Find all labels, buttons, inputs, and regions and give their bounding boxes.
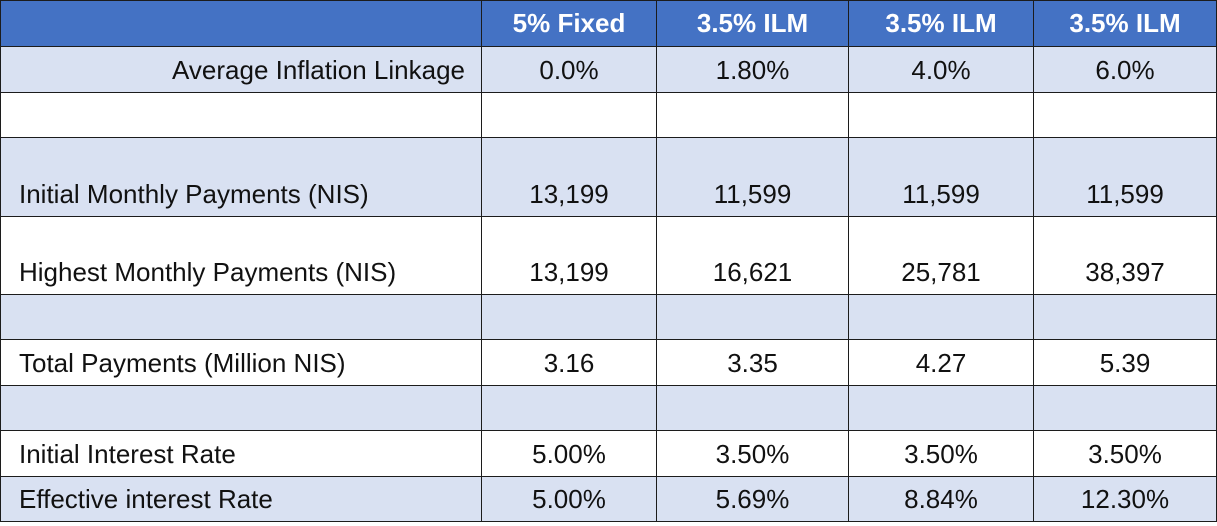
table-cell: 5.00% xyxy=(481,430,657,477)
table-cell: 12.30% xyxy=(1033,476,1217,522)
empty-cell xyxy=(656,294,849,340)
header-col-ilm-3: 3.5% ILM xyxy=(1033,0,1217,47)
spacer-row xyxy=(0,385,1217,431)
empty-cell xyxy=(656,92,849,138)
header-col-fixed: 5% Fixed xyxy=(481,0,657,47)
table-cell: 13,199 xyxy=(481,216,657,295)
table-cell: 5.00% xyxy=(481,476,657,522)
empty-cell xyxy=(1033,385,1217,431)
row-initial-monthly: Initial Monthly Payments (NIS) 13,199 11… xyxy=(0,137,1217,217)
empty-cell xyxy=(1033,92,1217,138)
empty-cell xyxy=(0,385,482,431)
row-total-payments: Total Payments (Million NIS) 3.16 3.35 4… xyxy=(0,339,1217,386)
empty-cell xyxy=(656,385,849,431)
row-label: Highest Monthly Payments (NIS) xyxy=(0,216,482,295)
header-blank-cell xyxy=(0,0,482,47)
table-cell: 5.69% xyxy=(656,476,849,522)
row-effective-interest: Effective interest Rate 5.00% 5.69% 8.84… xyxy=(0,476,1217,522)
empty-cell xyxy=(848,294,1034,340)
row-label: Initial Interest Rate xyxy=(0,430,482,477)
table-cell: 11,599 xyxy=(656,137,849,217)
spacer-row xyxy=(0,294,1217,340)
empty-cell xyxy=(1033,294,1217,340)
spacer-row xyxy=(0,92,1217,138)
row-initial-interest: Initial Interest Rate 5.00% 3.50% 3.50% … xyxy=(0,430,1217,477)
table-cell: 1.80% xyxy=(656,46,849,93)
table-cell: 11,599 xyxy=(1033,137,1217,217)
table-cell: 38,397 xyxy=(1033,216,1217,295)
empty-cell xyxy=(481,92,657,138)
table-cell: 4.27 xyxy=(848,339,1034,386)
table-cell: 16,621 xyxy=(656,216,849,295)
row-label: Average Inflation Linkage xyxy=(0,46,482,93)
table-cell: 6.0% xyxy=(1033,46,1217,93)
row-inflation: Average Inflation Linkage 0.0% 1.80% 4.0… xyxy=(0,46,1217,93)
row-label: Initial Monthly Payments (NIS) xyxy=(0,137,482,217)
table-cell: 11,599 xyxy=(848,137,1034,217)
table-cell: 13,199 xyxy=(481,137,657,217)
table-cell: 3.16 xyxy=(481,339,657,386)
empty-cell xyxy=(0,294,482,340)
row-highest-monthly: Highest Monthly Payments (NIS) 13,199 16… xyxy=(0,216,1217,295)
row-label: Effective interest Rate xyxy=(0,476,482,522)
table-cell: 5.39 xyxy=(1033,339,1217,386)
header-row: 5% Fixed 3.5% ILM 3.5% ILM 3.5% ILM xyxy=(0,0,1217,47)
empty-cell xyxy=(481,385,657,431)
table-cell: 3.50% xyxy=(656,430,849,477)
row-label: Total Payments (Million NIS) xyxy=(0,339,482,386)
header-col-ilm-1: 3.5% ILM xyxy=(656,0,849,47)
empty-cell xyxy=(848,92,1034,138)
table-cell: 25,781 xyxy=(848,216,1034,295)
empty-cell xyxy=(848,385,1034,431)
table-cell: 3.35 xyxy=(656,339,849,386)
table-cell: 8.84% xyxy=(848,476,1034,522)
table-cell: 0.0% xyxy=(481,46,657,93)
table-cell: 3.50% xyxy=(848,430,1034,477)
empty-cell xyxy=(481,294,657,340)
table-cell: 3.50% xyxy=(1033,430,1217,477)
header-col-ilm-2: 3.5% ILM xyxy=(848,0,1034,47)
empty-cell xyxy=(0,92,482,138)
table-cell: 4.0% xyxy=(848,46,1034,93)
